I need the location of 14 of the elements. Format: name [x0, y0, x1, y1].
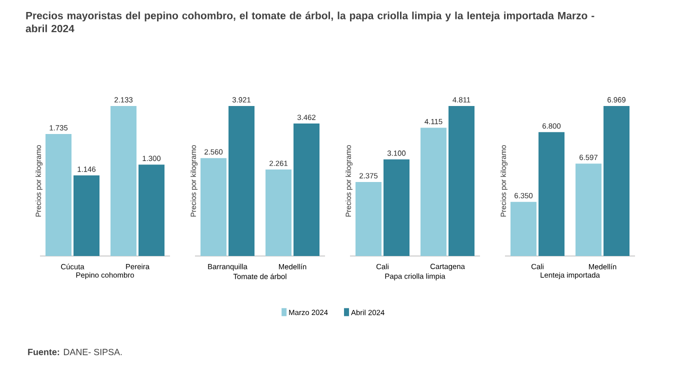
bar	[74, 175, 100, 256]
bar	[294, 124, 320, 256]
text: Fuente: DANE- SIPSA.	[28, 348, 122, 356]
bar	[266, 170, 292, 256]
bar	[46, 134, 72, 256]
bar	[110, 106, 137, 256]
bar	[448, 106, 475, 256]
text: Precios mayoristas del pepino cohombro, el tomate de árbol, la papa criolla limpia y la lenteja importada Marzo - abril 2024	[26, 12, 594, 32]
bar	[200, 158, 227, 256]
bar	[384, 159, 410, 256]
bar	[356, 182, 382, 256]
bar	[228, 106, 255, 256]
bar	[138, 164, 164, 256]
bar	[420, 128, 447, 256]
